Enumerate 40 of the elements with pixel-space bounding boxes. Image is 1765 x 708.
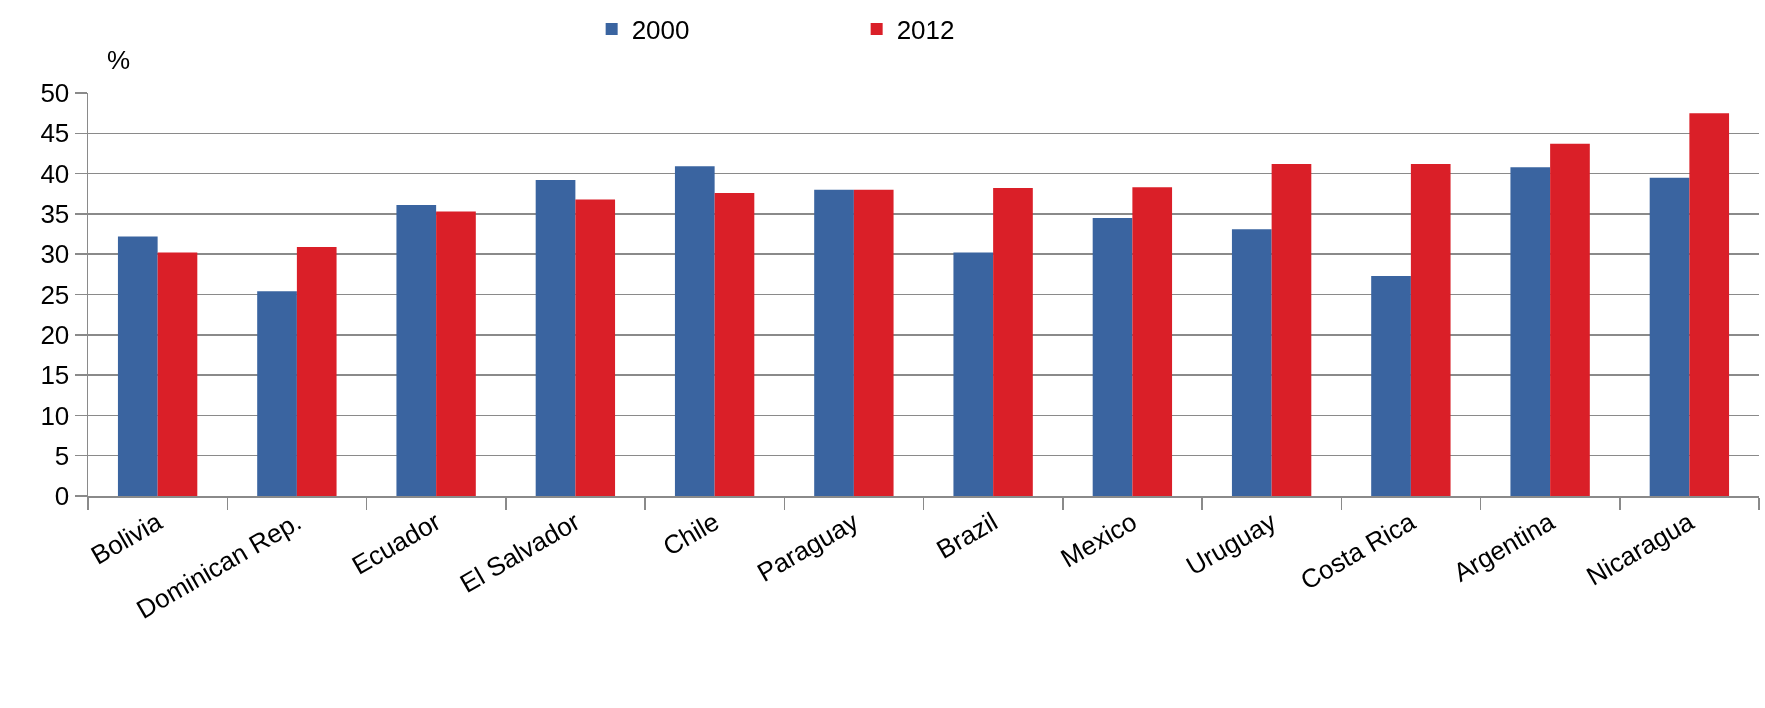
y-tick-label: 35 [40,199,70,229]
bar [1550,143,1590,496]
y-tick-label: 20 [40,319,70,350]
x-tick-label: Chile [657,506,725,562]
y-axis-title: % [107,45,131,75]
bar [1231,229,1272,496]
bar [575,199,616,496]
bar [1510,167,1551,496]
y-tick-label: 50 [40,78,70,109]
bar [396,205,437,496]
y-tick-label: 0 [54,481,70,512]
bar [157,252,198,496]
bar [1092,217,1133,496]
bar [1271,163,1312,496]
y-tick-label: 30 [40,239,70,270]
bar [257,291,297,496]
bar [674,166,715,496]
bar [993,188,1033,496]
y-tick-label: 10 [40,400,70,431]
bar [853,189,894,496]
y-tick-label: 40 [40,158,70,189]
legend-label: 2012 [896,15,955,46]
y-tick-label: 45 [40,118,70,149]
bar [953,252,994,496]
bar [296,246,337,496]
bar [714,192,755,496]
legend-label: 2000 [631,15,690,46]
y-tick-label: 15 [40,360,70,391]
bar [814,189,854,496]
bar [436,211,476,496]
bar [1371,275,1411,496]
bar [1689,113,1730,496]
bar [1649,177,1690,496]
bar [117,236,158,496]
bar [1410,163,1451,496]
y-tick-label: 5 [54,440,70,471]
x-tick-label: Costa Rica [1295,505,1421,596]
bar [535,180,576,496]
bar [1132,187,1173,496]
y-tick-label: 25 [40,279,70,310]
